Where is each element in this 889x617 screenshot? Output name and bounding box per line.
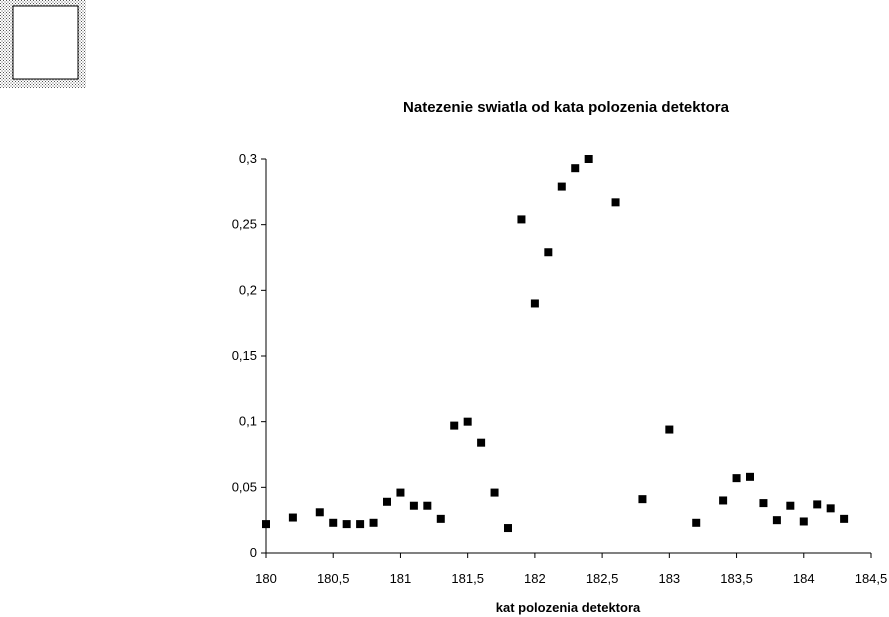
- data-point: [719, 496, 728, 505]
- x-tick-label: 184,5: [855, 571, 888, 586]
- data-point: [477, 438, 486, 447]
- x-axis-label: kat polozenia detektora: [496, 600, 641, 615]
- axes: [265, 159, 871, 554]
- data-point: [692, 518, 701, 527]
- y-tick-label: 0,3: [239, 151, 257, 166]
- x-tick-label: 182: [524, 571, 546, 586]
- data-point: [423, 501, 432, 510]
- x-tick-label: 182,5: [586, 571, 619, 586]
- data-point: [288, 513, 297, 522]
- y-tick-label: 0,05: [232, 479, 257, 494]
- data-point: [396, 488, 405, 497]
- data-point: [436, 514, 445, 523]
- data-point: [517, 215, 526, 224]
- data-point: [409, 501, 418, 510]
- data-point: [813, 500, 822, 509]
- x-tick-label: 181,5: [451, 571, 484, 586]
- data-point: [665, 425, 674, 434]
- data-point: [840, 514, 849, 523]
- data-point: [557, 182, 566, 191]
- data-point: [772, 516, 781, 525]
- y-tick-label: 0,25: [232, 217, 257, 232]
- x-tick-label: 180: [255, 571, 277, 586]
- x-tick-label: 184: [793, 571, 815, 586]
- data-point: [584, 155, 593, 163]
- data-point: [571, 164, 580, 173]
- data-point: [530, 299, 539, 308]
- data-point: [356, 520, 365, 529]
- data-point: [786, 501, 795, 510]
- data-point: [746, 472, 754, 481]
- data-point: [504, 524, 512, 533]
- data-point: [342, 520, 351, 529]
- data-point: [732, 474, 741, 483]
- data-point: [759, 499, 768, 508]
- y-tick-label: 0: [250, 545, 257, 560]
- data-point: [369, 518, 378, 527]
- x-tick-label: 181: [390, 571, 412, 586]
- data-point: [315, 508, 324, 517]
- data-point: [826, 504, 835, 513]
- chart-title: Natezenie swiatla od kata polozenia dete…: [403, 99, 730, 116]
- data-point: [383, 497, 391, 506]
- data-point: [450, 421, 459, 430]
- y-ticks: 0 0,05 0,1 0,15 0,2 0,25 0,3: [232, 151, 266, 560]
- data-point: [544, 248, 553, 257]
- data-point: [799, 517, 808, 526]
- x-tick-label: 183,5: [720, 571, 753, 586]
- data-point: [638, 495, 647, 504]
- x-tick-label: 183: [658, 571, 680, 586]
- data-point: [463, 417, 472, 426]
- data-point: [262, 520, 270, 529]
- y-tick-label: 0,2: [239, 282, 257, 297]
- data-point: [329, 518, 338, 527]
- data-points: [262, 155, 849, 533]
- x-ticks: 180 180,5 181 181,5 182 182,5 183 183,5 184 184,5: [255, 553, 887, 586]
- data-point: [611, 198, 620, 207]
- x-tick-label: 180,5: [317, 571, 350, 586]
- y-tick-label: 0,15: [232, 348, 257, 363]
- data-point: [490, 488, 499, 497]
- y-tick-label: 0,1: [239, 414, 257, 429]
- placeholder-frame: [0, 0, 86, 88]
